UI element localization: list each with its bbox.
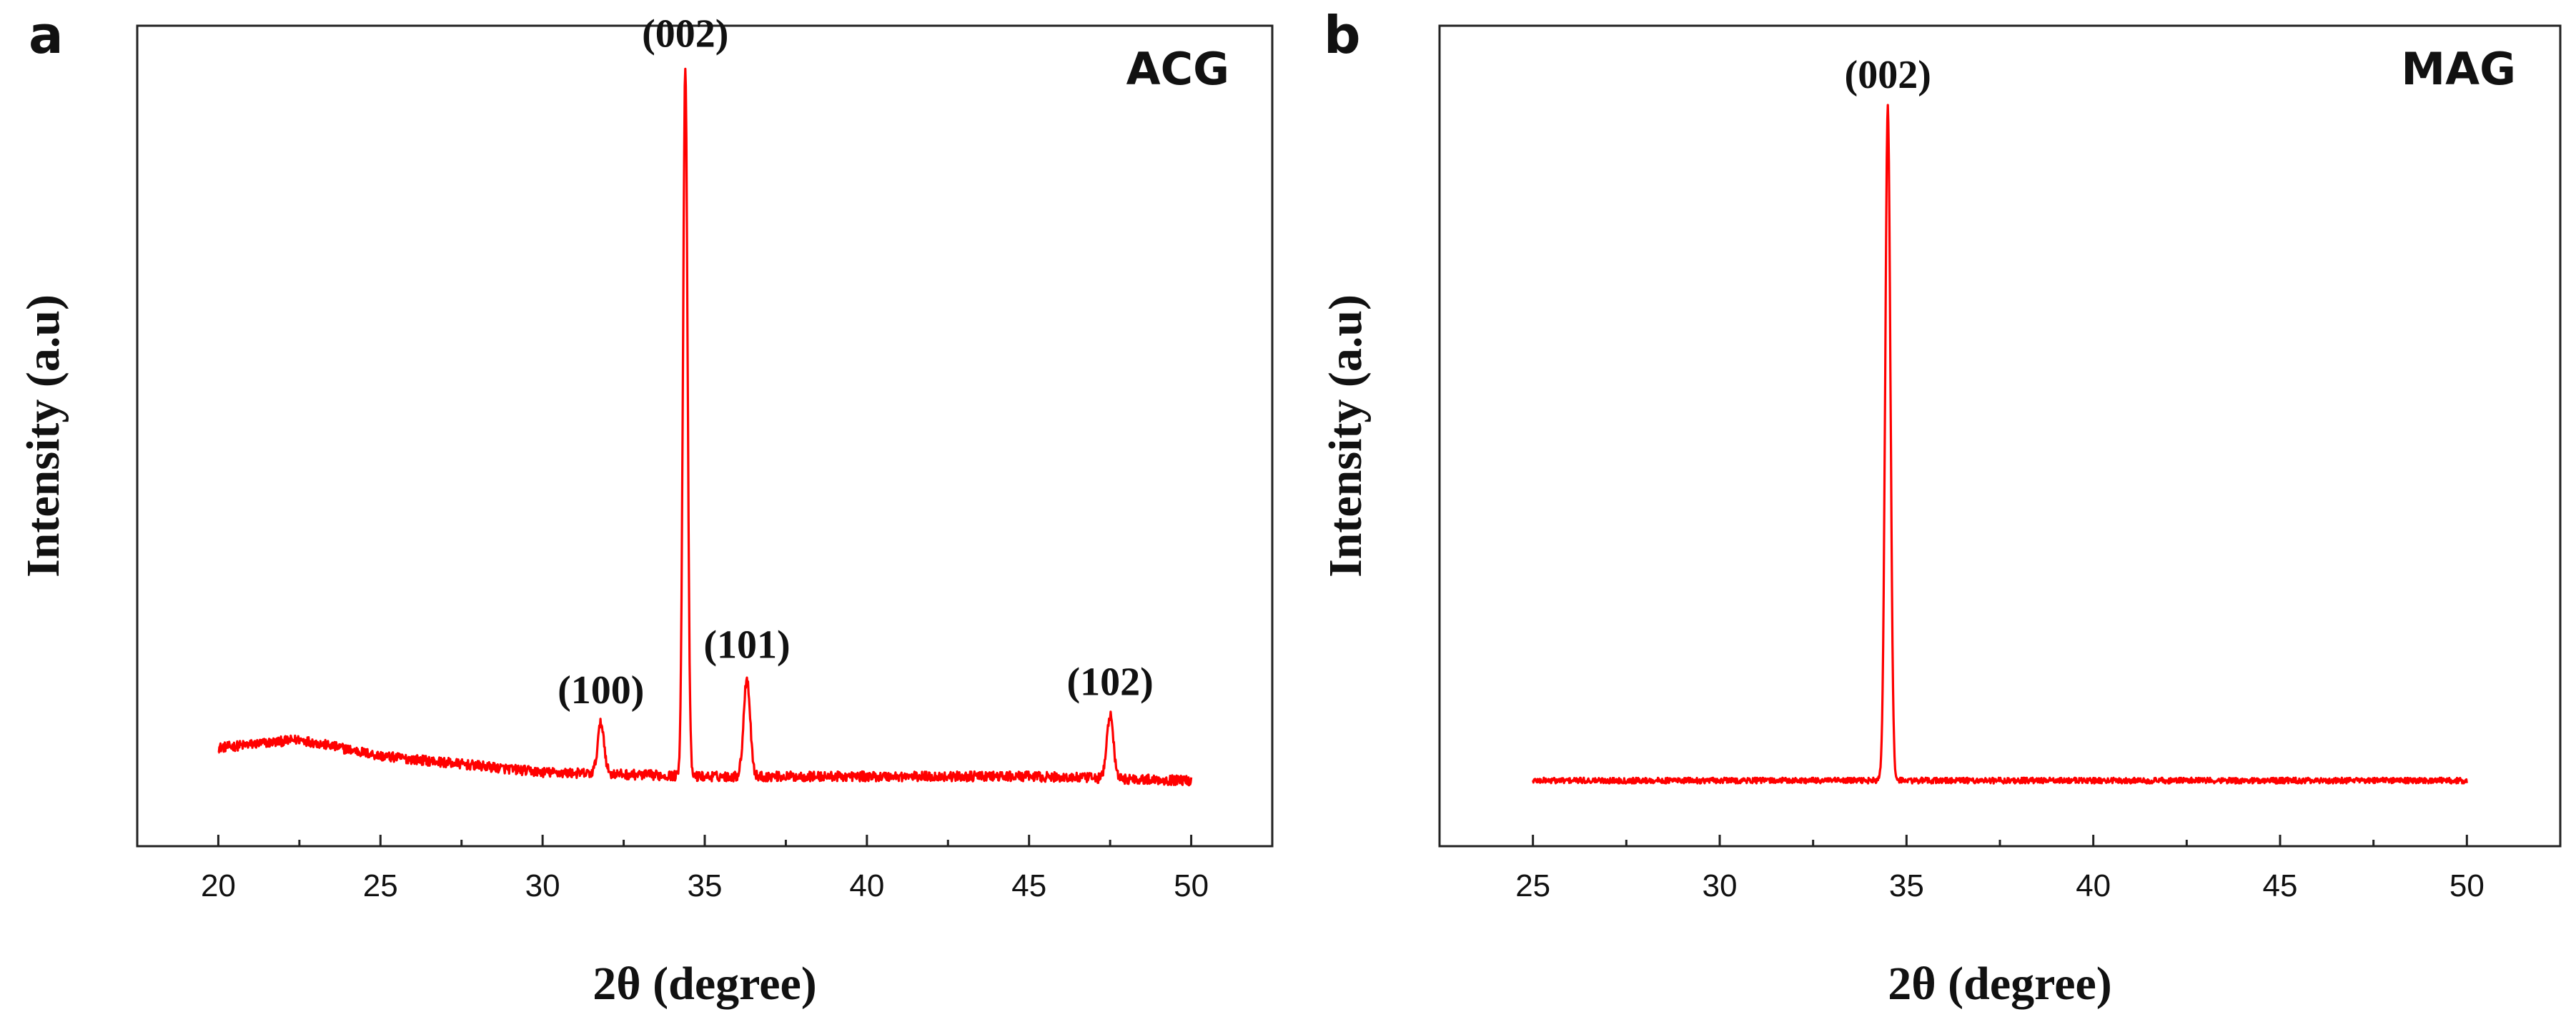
panel-b-y-axis-title: Intensity (a.u) [1319,294,1372,577]
x-tick-label-50: 50 [1174,868,1209,903]
panel-b-peak-labels: (002) [1845,53,1931,97]
panel-a: a ACG 20 25 30 35 40 45 50 (100) (002) (101) (102… [17,5,1274,1010]
panel-a-x-ticks: 20 25 30 35 40 45 50 [201,835,1209,903]
x-tick-label-40: 40 [849,868,884,903]
panel-b-x-ticks: 25 30 35 40 45 50 [1515,835,2485,903]
panel-a-peak-labels: (100) (002) (101) (102) [558,11,1154,712]
panel-a-letter: a [29,5,64,65]
peak-label-002: (002) [642,11,728,56]
x-tick-label-25: 25 [1515,868,1550,903]
panel-a-y-axis-title: Intensity (a.u) [17,294,69,577]
panel-b-letter: b [1324,5,1361,65]
panel-b-xrd-trace [1532,104,2468,785]
panel-a-xrd-trace [217,67,1193,787]
panel-b: b MAG 25 30 35 40 45 50 (002) 2θ (degree) Int… [1319,5,2562,1010]
x-tick-label-45: 45 [2263,868,2298,903]
x-tick-label-30: 30 [525,868,560,903]
x-tick-label-20: 20 [201,868,236,903]
x-tick-label-25: 25 [363,868,398,903]
x-tick-label-35: 35 [1889,868,1924,903]
peak-label-102: (102) [1066,660,1153,704]
x-tick-label-40: 40 [2076,868,2111,903]
x-tick-label-35: 35 [688,868,723,903]
peak-label-101: (101) [703,623,790,668]
panel-a-sample-name: ACG [1126,43,1229,95]
x-tick-label-50: 50 [2449,868,2485,903]
x-tick-label-45: 45 [1011,868,1046,903]
x-tick-label-30: 30 [1703,868,1738,903]
peak-label-002: (002) [1845,53,1931,97]
peak-label-100: (100) [558,668,644,713]
panel-a-frame [136,24,1274,848]
panel-b-frame [1438,24,2562,848]
panel-b-sample-name: MAG [2401,43,2516,95]
panel-a-x-axis-title: 2θ (degree) [593,958,817,1010]
panel-b-x-axis-title: 2θ (degree) [1888,958,2112,1010]
